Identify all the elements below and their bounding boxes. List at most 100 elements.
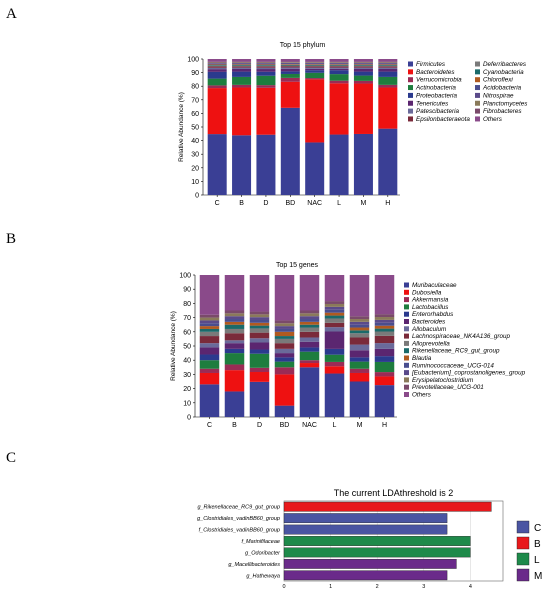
bar-segment bbox=[224, 343, 245, 349]
bar-segment bbox=[249, 372, 270, 382]
bar-segment bbox=[378, 62, 398, 63]
bar-segment bbox=[224, 319, 245, 322]
lda-bar bbox=[283, 536, 471, 546]
bar-segment bbox=[305, 72, 325, 79]
lda-legend-label: L bbox=[534, 555, 540, 566]
bar-segment bbox=[305, 63, 325, 65]
bar-segment bbox=[249, 381, 270, 417]
bar-segment bbox=[353, 62, 373, 64]
bar-segment bbox=[353, 59, 373, 62]
panel-letter-c: C bbox=[6, 450, 17, 466]
bar-segment bbox=[199, 314, 220, 318]
legend-swatch bbox=[404, 392, 409, 397]
bar-segment bbox=[374, 314, 395, 318]
bar-segment bbox=[305, 64, 325, 66]
legend-swatch bbox=[408, 69, 413, 75]
bar-segment bbox=[274, 405, 295, 417]
bar-segment bbox=[378, 67, 398, 69]
bar-segment bbox=[256, 75, 276, 86]
y-tick-label: 90 bbox=[191, 70, 199, 77]
bar-segment bbox=[305, 62, 325, 64]
bar-segment bbox=[280, 62, 300, 63]
bar-segment bbox=[280, 68, 300, 72]
bar-segment bbox=[353, 80, 373, 84]
legend-label: Blautia bbox=[412, 355, 432, 362]
bar-segment bbox=[378, 61, 398, 63]
bar-segment bbox=[280, 66, 300, 68]
bar-segment bbox=[349, 327, 370, 331]
bar-segment bbox=[378, 62, 398, 64]
bar-segment bbox=[353, 66, 373, 68]
bar-segment bbox=[256, 71, 276, 76]
bar-segment bbox=[232, 76, 252, 85]
bar-segment bbox=[232, 62, 252, 64]
bar-segment bbox=[353, 64, 373, 65]
bar-segment bbox=[349, 357, 370, 362]
bar-segment bbox=[256, 67, 276, 70]
legend-label: Prevotellaceae_UCG-001 bbox=[412, 384, 484, 391]
bar-segment bbox=[256, 66, 276, 68]
bar-segment bbox=[256, 134, 276, 195]
bar-segment bbox=[378, 59, 398, 62]
lda-legend-swatch bbox=[516, 536, 530, 550]
bar-segment bbox=[353, 63, 373, 65]
y-tick-label: 80 bbox=[191, 84, 199, 91]
legend-label: Lactobacillus bbox=[412, 304, 449, 311]
bar-segment bbox=[329, 62, 349, 63]
bar-segment bbox=[232, 62, 252, 63]
bar-segment bbox=[349, 316, 370, 320]
bar-segment bbox=[256, 61, 276, 63]
lda-bar bbox=[283, 501, 492, 512]
x-tick-label: C bbox=[215, 200, 220, 207]
x-tick-label: M bbox=[361, 200, 367, 207]
bar-segment bbox=[249, 317, 270, 320]
bar-segment bbox=[324, 361, 345, 367]
bar-segment bbox=[280, 65, 300, 67]
bar-segment bbox=[349, 319, 370, 322]
x-tick-label: H bbox=[385, 200, 390, 207]
bar-segment bbox=[207, 61, 227, 63]
bar-segment bbox=[305, 64, 325, 65]
bar-segment bbox=[256, 65, 276, 66]
bar-segment bbox=[374, 319, 395, 323]
bar-segment bbox=[353, 65, 373, 67]
lda-x-tick-label: 1 bbox=[329, 584, 332, 590]
bar-segment bbox=[249, 342, 270, 350]
legend-swatch bbox=[475, 108, 480, 114]
legend-swatch bbox=[475, 61, 480, 67]
lda-bar bbox=[283, 524, 448, 535]
bar-segment bbox=[207, 67, 227, 70]
bar-segment bbox=[249, 322, 270, 326]
bar-segment bbox=[374, 376, 395, 386]
bar-segment bbox=[299, 319, 320, 322]
bar-segment bbox=[305, 62, 325, 63]
bar-segment bbox=[305, 59, 325, 62]
y-tick-label: 60 bbox=[191, 111, 199, 118]
legend-label: Akkermansia bbox=[411, 297, 449, 304]
x-tick-label: D bbox=[257, 422, 262, 429]
bar-segment bbox=[232, 71, 252, 77]
bar-segment bbox=[207, 66, 227, 68]
bar-segment bbox=[349, 361, 370, 369]
legend-swatch bbox=[475, 116, 480, 122]
lda-x-tick-label: 0 bbox=[282, 584, 285, 590]
legend-swatch bbox=[404, 304, 409, 310]
bar-segment bbox=[249, 353, 270, 368]
legend-swatch bbox=[475, 77, 480, 83]
bar-segment bbox=[299, 337, 320, 342]
bar-segment bbox=[378, 76, 398, 85]
bar-segment bbox=[199, 360, 220, 369]
legend-label: Muribaculaceae bbox=[412, 282, 457, 289]
bar-segment bbox=[207, 59, 227, 62]
bar-segment bbox=[374, 317, 395, 320]
legend-swatch bbox=[404, 282, 409, 288]
legend-label: Cyanobacteria bbox=[483, 69, 524, 76]
bar-segment bbox=[305, 68, 325, 71]
chart-title: Top 15 genes bbox=[276, 262, 319, 269]
bar-segment bbox=[299, 313, 320, 317]
chart-title: Top 15 phylum bbox=[280, 42, 326, 49]
bar-segment bbox=[224, 391, 245, 417]
legend-label: Tenericutes bbox=[416, 100, 449, 107]
x-tick-label: NAC bbox=[302, 422, 317, 429]
bar-segment bbox=[353, 68, 373, 72]
